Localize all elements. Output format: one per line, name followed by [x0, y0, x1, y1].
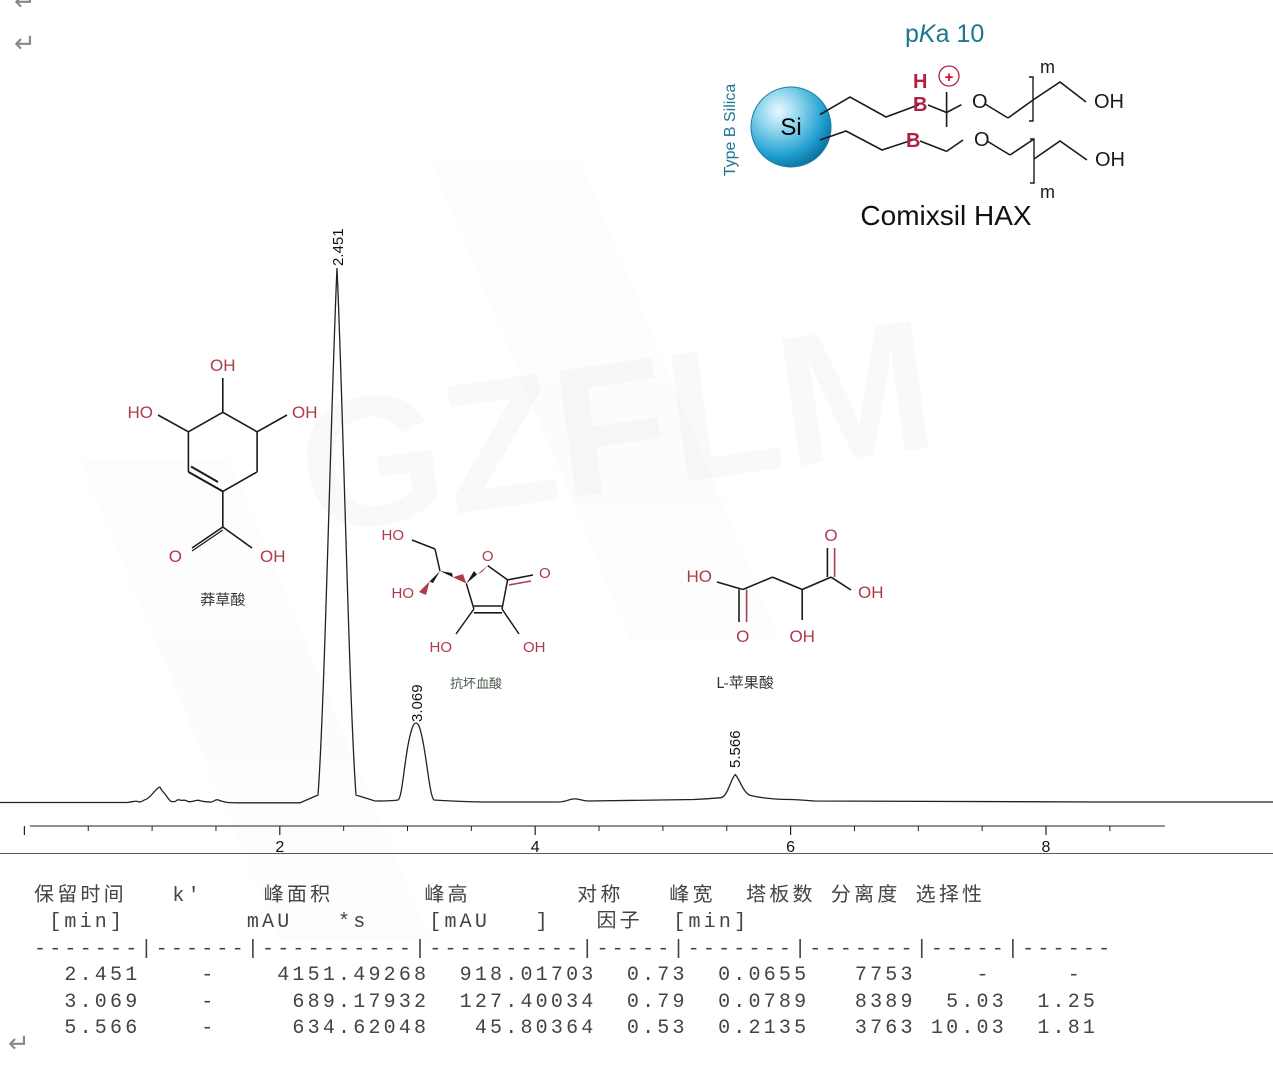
- svg-text:L-苹果酸: L-苹果酸: [716, 672, 773, 693]
- svg-text:O: O: [736, 627, 749, 646]
- svg-text:HO: HO: [687, 567, 713, 586]
- svg-text:OH: OH: [789, 627, 815, 646]
- svg-text:O: O: [824, 526, 837, 545]
- svg-text:OH: OH: [858, 583, 884, 602]
